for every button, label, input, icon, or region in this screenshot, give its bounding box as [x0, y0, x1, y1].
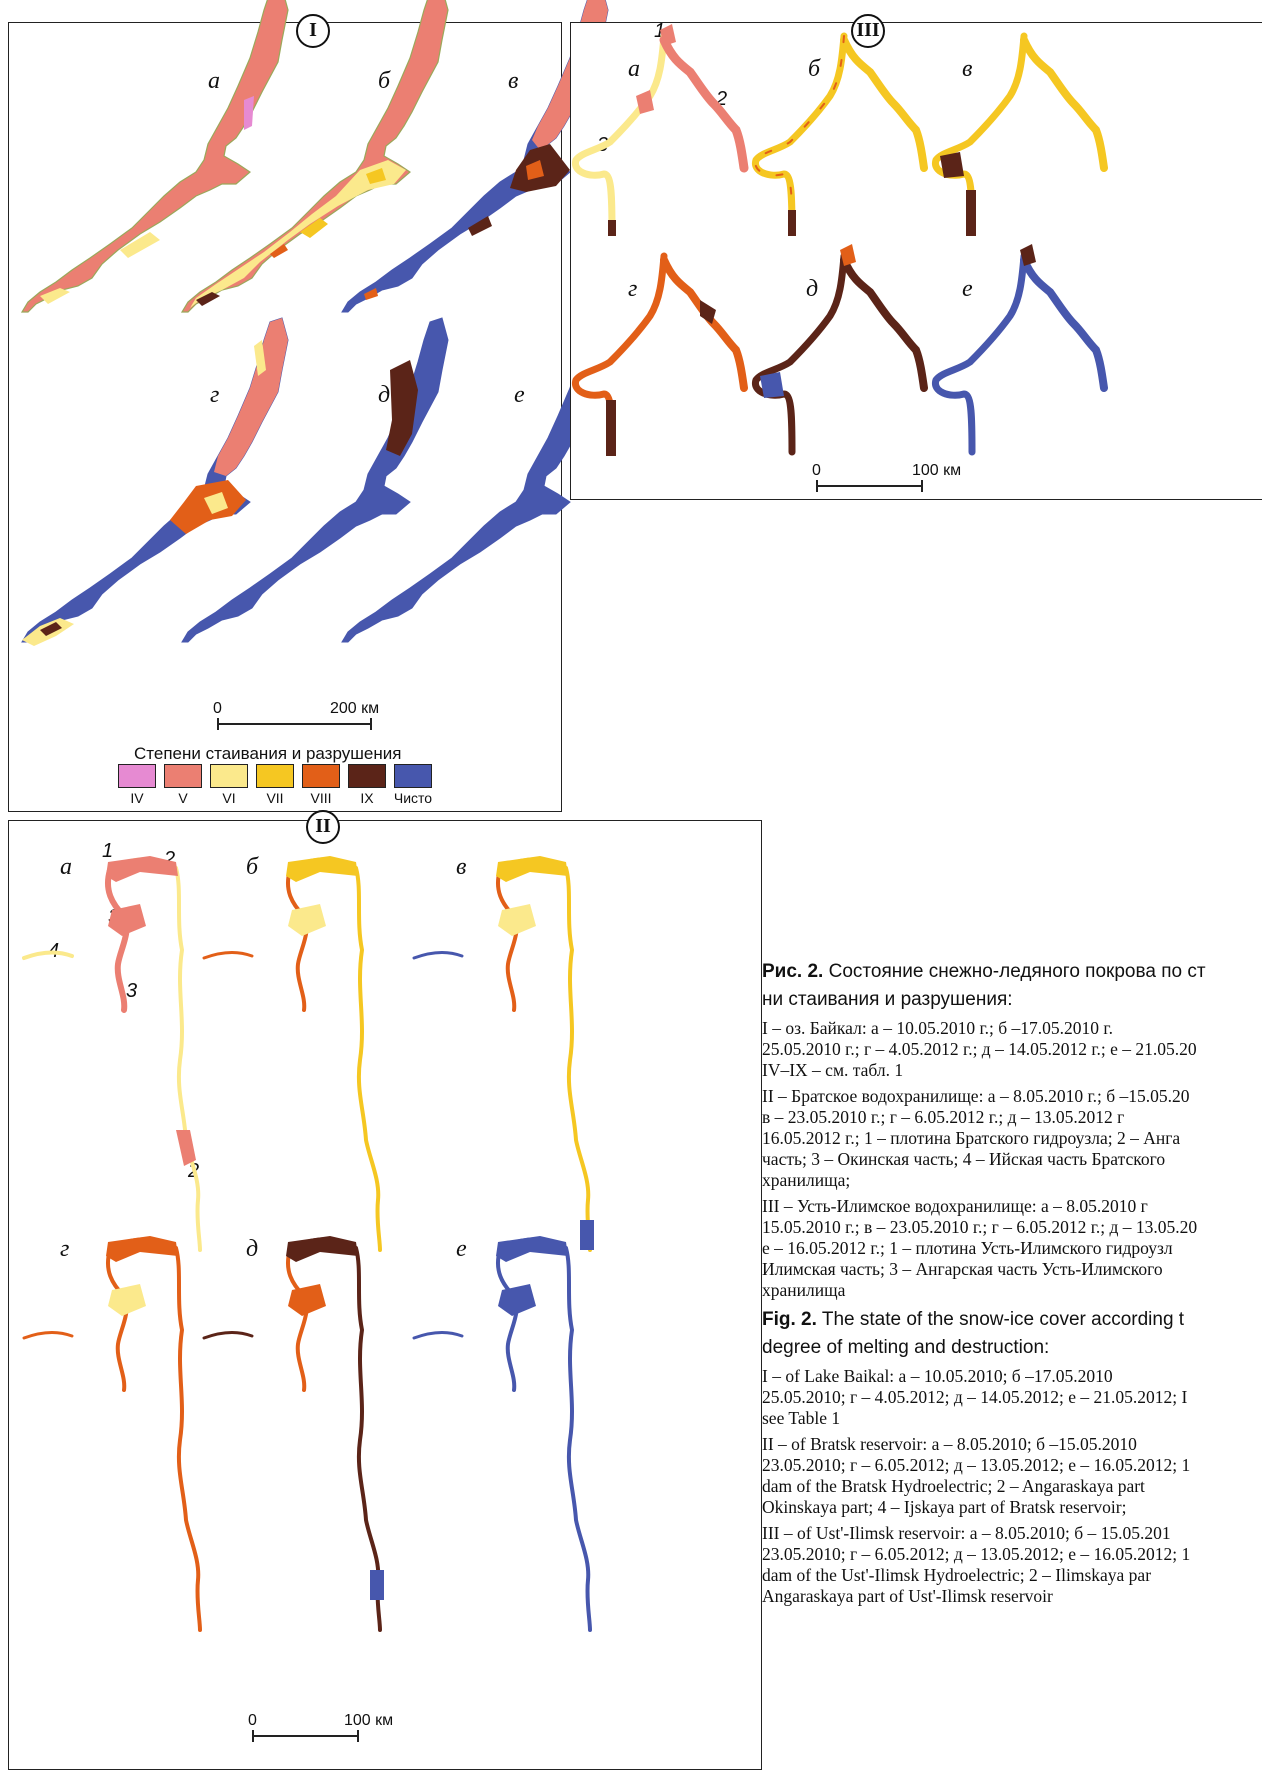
ust-marker-2: 2	[716, 88, 728, 110]
bratsk-label-a: а	[60, 854, 72, 880]
baikal-scale-bar: 0 200 км	[200, 700, 400, 740]
caption-ru-title: Рис. 2. Состояние снежно-ледяного покров…	[762, 961, 1206, 982]
caption-ru-II-4: часть; 3 – Окинская часть; 4 – Ийская ча…	[762, 1149, 1166, 1169]
ust-scale-zero: 0	[812, 462, 821, 479]
bratsk-map-d	[202, 1236, 384, 1632]
caption-en-II-2: 23.05.2010; г – 6.05.2012; д – 13.05.201…	[762, 1455, 1191, 1475]
caption-en-title-2: degree of melting and destruction:	[762, 1337, 1050, 1358]
bratsk-scale-end: 100 км	[344, 1712, 394, 1729]
legend-label-6: Чисто	[393, 790, 433, 806]
caption-en-I-2: 25.05.2010; г – 4.05.2012; д – 14.05.201…	[762, 1387, 1188, 1407]
caption-ru-III-5: хранилища	[762, 1280, 846, 1300]
caption-en-II-1: II – of Bratsk reservoir: а – 8.05.2010;…	[762, 1434, 1137, 1454]
caption-en-III-4: Angaraskaya part of Ust'-Ilimsk reservoi…	[762, 1586, 1053, 1606]
caption-ru-II-3: 16.05.2012 г.; 1 – плотина Братского гид…	[762, 1128, 1181, 1148]
panel-bratsk-numeral: II	[306, 810, 340, 844]
ust-scale-bar: 0 100 км	[800, 462, 1000, 502]
baikal-scale-end: 200 км	[330, 700, 380, 717]
bratsk-scale-zero: 0	[248, 1712, 257, 1729]
caption-ru-II-5: хранилища;	[762, 1170, 851, 1190]
bratsk-map-e	[412, 1236, 592, 1632]
ust-scale-end: 100 км	[912, 462, 962, 479]
bratsk-map-a	[22, 856, 202, 1252]
baikal-label-b: б	[378, 68, 391, 94]
legend-swatch-6	[394, 764, 432, 788]
caption-ru-I-3: IV–IX – см. табл. 1	[762, 1060, 904, 1080]
bratsk-marker-1: 1	[102, 840, 114, 862]
baikal-label-d: д	[378, 382, 391, 408]
caption-ru-I-2: 25.05.2010 г.; г – 4.05.2012 г.; д – 14.…	[762, 1039, 1197, 1059]
ust-marker-1: 1	[654, 20, 666, 42]
legend-label-2: VI	[222, 790, 236, 806]
ust-label-b: б	[808, 56, 821, 82]
ust-map-e	[935, 244, 1104, 452]
caption-ru-II-2: в – 23.05.2010 г.; г – 6.05.2012 г.; д –…	[762, 1107, 1125, 1127]
legend-title: Степени стаивания и разрушения	[134, 744, 402, 763]
panel-baikal-numeral: I	[296, 14, 330, 48]
legend-swatch-1	[164, 764, 202, 788]
caption-ru-III-4: Илимская часть; 3 – Ангарская часть Усть…	[762, 1259, 1163, 1279]
bratsk-label-e: е	[456, 1236, 467, 1262]
bratsk-marker-3b: 3	[126, 980, 138, 1002]
baikal-map-g	[21, 317, 289, 646]
baikal-label-e: е	[514, 382, 525, 408]
bratsk-scale-bar: 0 100 км	[236, 1712, 436, 1752]
caption-en-II-4: Okinskaya part; 4 – Ijskaya part of Brat…	[762, 1497, 1127, 1517]
ust-map-g	[575, 256, 744, 456]
ust-label-d: д	[806, 276, 819, 302]
legend-swatch-0	[118, 764, 156, 788]
legend-label-1: V	[178, 790, 188, 806]
ust-label-v: в	[962, 56, 973, 82]
caption-en-I-3: see Table 1	[762, 1408, 841, 1428]
ust-map-b	[755, 36, 924, 236]
baikal-label-g: г	[210, 382, 220, 408]
baikal-map-d	[181, 317, 449, 643]
legend-label-4: VIII	[310, 790, 332, 806]
baikal-map-b	[181, 0, 449, 313]
bratsk-map-v	[412, 856, 594, 1252]
ust-label-a: а	[628, 56, 640, 82]
panel-ust-ilimsk	[570, 22, 1262, 500]
caption-en-III-2: 23.05.2010; г – 6.05.2012; д – 13.05.201…	[762, 1544, 1191, 1564]
bratsk-label-d: д	[246, 1236, 259, 1262]
bratsk-label-v: в	[456, 854, 467, 880]
baikal-scale-zero: 0	[213, 700, 222, 717]
caption-ru-title-2: ни стаивания и разрушения:	[762, 989, 1013, 1010]
ust-label-g: г	[628, 276, 638, 302]
bratsk-map-g	[22, 1236, 202, 1632]
panel-baikal	[8, 22, 562, 812]
legend-label-0: IV	[130, 790, 144, 806]
ust-map-v	[935, 36, 1104, 236]
caption-en-I-1: I – of Lake Baikal: а – 10.05.2010; б –1…	[762, 1366, 1113, 1386]
caption-en-III-1: III – of Ust'-Ilimsk reservoir: а – 8.05…	[762, 1523, 1171, 1543]
caption-en-II-3: dam of the Bratsk Hydroelectric; 2 – Ang…	[762, 1476, 1145, 1496]
caption-en-III-3: dam of the Ust'-Ilimsk Hydroelectric; 2 …	[762, 1565, 1152, 1585]
caption-en-title: Fig. 2. The state of the snow-ice cover …	[762, 1309, 1185, 1330]
bratsk-map-b	[202, 856, 382, 1252]
legend-swatch-4	[302, 764, 340, 788]
caption-ru-III-3: е – 16.05.2012 г.; 1 – плотина Усть-Илим…	[762, 1238, 1173, 1258]
figure-caption: Рис. 2. Состояние снежно-ледяного покров…	[762, 960, 1262, 1754]
bratsk-maps	[22, 856, 594, 1632]
ust-label-e: е	[962, 276, 973, 302]
legend-swatch-3	[256, 764, 294, 788]
ust-ilimsk-maps	[0, 24, 1262, 456]
bratsk-label-g: г	[60, 1236, 70, 1262]
caption-ru-III-1: III – Усть-Илимское водохранилище: а – 8…	[762, 1196, 1148, 1216]
baikal-label-v: в	[508, 68, 519, 94]
legend-label-5: IX	[360, 790, 374, 806]
caption-ru-III-2: 15.05.2010 г.; в – 23.05.2010 г.; г – 6.…	[762, 1217, 1198, 1237]
caption-ru-II-1: II – Братское водохранилище: а – 8.05.20…	[762, 1086, 1190, 1106]
bratsk-label-b: б	[246, 854, 259, 880]
legend-label-3: VII	[266, 790, 284, 806]
baikal-label-a: а	[208, 68, 220, 94]
baikal-map-a	[21, 0, 289, 313]
legend-swatch-2	[210, 764, 248, 788]
caption-ru-I-1: I – оз. Байкал: а – 10.05.2010 г.; б –17…	[762, 1018, 1113, 1038]
ust-map-d	[755, 244, 924, 452]
ust-map-a	[575, 24, 744, 236]
bratsk-marker-2a: 2	[164, 848, 176, 870]
legend-swatch-5	[348, 764, 386, 788]
panel-ust-ilimsk-numeral: III	[851, 14, 885, 48]
